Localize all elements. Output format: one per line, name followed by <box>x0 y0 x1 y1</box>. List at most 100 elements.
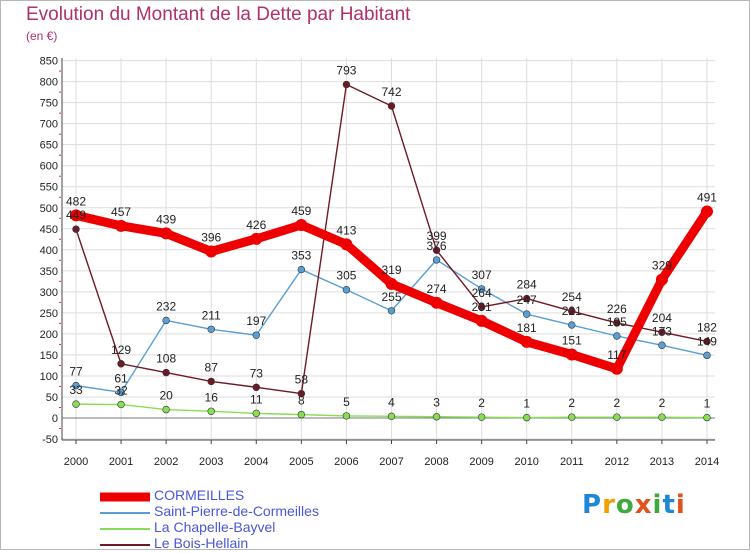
x-tick-label: 2011 <box>560 456 584 468</box>
data-point <box>568 413 576 421</box>
data-point <box>115 219 128 232</box>
x-tick-label: 2003 <box>199 456 223 468</box>
data-label: 195 <box>607 315 627 329</box>
data-label: 439 <box>156 212 176 226</box>
chart-subtitle: (en €) <box>26 29 58 43</box>
data-point <box>250 232 263 245</box>
data-point <box>522 294 531 303</box>
x-tick-label: 2006 <box>334 456 358 468</box>
x-tick-label: 2005 <box>289 456 313 468</box>
data-point <box>477 413 486 421</box>
data-label: 2 <box>478 396 485 410</box>
legend-label: Le Bois-Hellain <box>154 535 249 551</box>
x-tick-label: 2014 <box>695 456 719 468</box>
brand-letter: o <box>615 490 635 520</box>
data-point <box>387 102 396 110</box>
x-tick-label: 2000 <box>64 456 88 468</box>
data-label: 449 <box>66 208 86 222</box>
data-label: 32 <box>114 384 128 398</box>
grid <box>62 58 715 440</box>
data-point <box>162 405 170 414</box>
data-point <box>565 348 578 361</box>
data-label: 2 <box>568 396 575 410</box>
data-label: 108 <box>156 352 176 366</box>
data-point <box>297 265 306 274</box>
brand-letter: i <box>675 490 686 520</box>
data-point <box>610 362 623 375</box>
data-label: 319 <box>381 263 401 277</box>
data-point <box>252 331 260 339</box>
data-point <box>522 310 531 318</box>
data-label: 173 <box>652 324 672 338</box>
data-point <box>432 413 441 421</box>
legend-swatch-la-chapelle <box>100 528 150 530</box>
data-label: 459 <box>291 204 311 218</box>
data-point <box>252 409 260 418</box>
x-tick-label: 2010 <box>514 456 538 468</box>
data-label: 1 <box>523 397 530 411</box>
legend-swatch-cormeilles <box>100 492 150 502</box>
data-point <box>70 209 82 222</box>
data-point <box>72 225 80 233</box>
y-tick-label: 300 <box>40 287 58 299</box>
data-point <box>432 256 441 264</box>
data-label: 87 <box>205 360 219 374</box>
data-label: 2 <box>613 396 620 410</box>
data-label: 284 <box>517 278 537 292</box>
y-tick-label: -50 <box>42 434 58 446</box>
data-label: 197 <box>246 314 266 328</box>
data-point <box>430 296 443 309</box>
data-label: 73 <box>250 366 264 380</box>
data-point <box>613 413 621 421</box>
data-point <box>385 277 398 290</box>
data-point <box>295 218 308 231</box>
data-point <box>658 328 666 336</box>
data-point <box>613 332 621 340</box>
data-label: 221 <box>562 304 582 318</box>
data-point <box>568 321 576 329</box>
x-tick-label: 2002 <box>154 456 178 468</box>
data-point <box>655 273 668 286</box>
data-point <box>703 351 711 360</box>
data-point <box>387 307 396 315</box>
data-label: 376 <box>427 239 447 253</box>
y-tick-label: 50 <box>46 392 58 404</box>
x-tick-label: 2008 <box>424 456 448 468</box>
data-point <box>117 388 125 397</box>
data-label: 413 <box>336 223 356 237</box>
data-point <box>703 413 711 422</box>
y-tick-label: 800 <box>40 77 58 89</box>
data-label: 1 <box>704 397 711 411</box>
data-point <box>162 316 170 325</box>
data-label: 16 <box>205 390 219 404</box>
data-point <box>475 314 488 327</box>
y-tick-label: 700 <box>40 119 58 131</box>
brand-logo: Proxiti <box>582 490 686 520</box>
legend-label: Saint-Pierre-de-Cormeilles <box>154 503 319 519</box>
data-point <box>658 413 666 421</box>
data-label: 742 <box>381 85 401 99</box>
y-tick-label: 250 <box>40 308 58 320</box>
data-point <box>477 303 486 311</box>
legend-label: La Chapelle-Bayvel <box>154 519 276 535</box>
data-point <box>207 407 215 415</box>
data-label: 117 <box>607 348 626 362</box>
data-point <box>117 360 125 368</box>
data-label: 151 <box>562 334 582 348</box>
brand-letter: r <box>602 490 616 520</box>
data-label: 58 <box>295 373 309 387</box>
data-point <box>162 368 170 377</box>
data-label: 77 <box>69 365 83 379</box>
data-label: 4 <box>388 395 395 409</box>
x-tick-label: 2007 <box>379 456 403 468</box>
data-label: 211 <box>202 308 221 322</box>
data-point <box>252 383 260 392</box>
data-label: 329 <box>652 259 672 273</box>
data-label: 307 <box>472 268 492 282</box>
y-tick-label: 650 <box>40 140 58 152</box>
series-lines <box>70 80 713 422</box>
data-label: 232 <box>156 299 176 313</box>
legend-label: CORMEILLES <box>154 487 245 503</box>
